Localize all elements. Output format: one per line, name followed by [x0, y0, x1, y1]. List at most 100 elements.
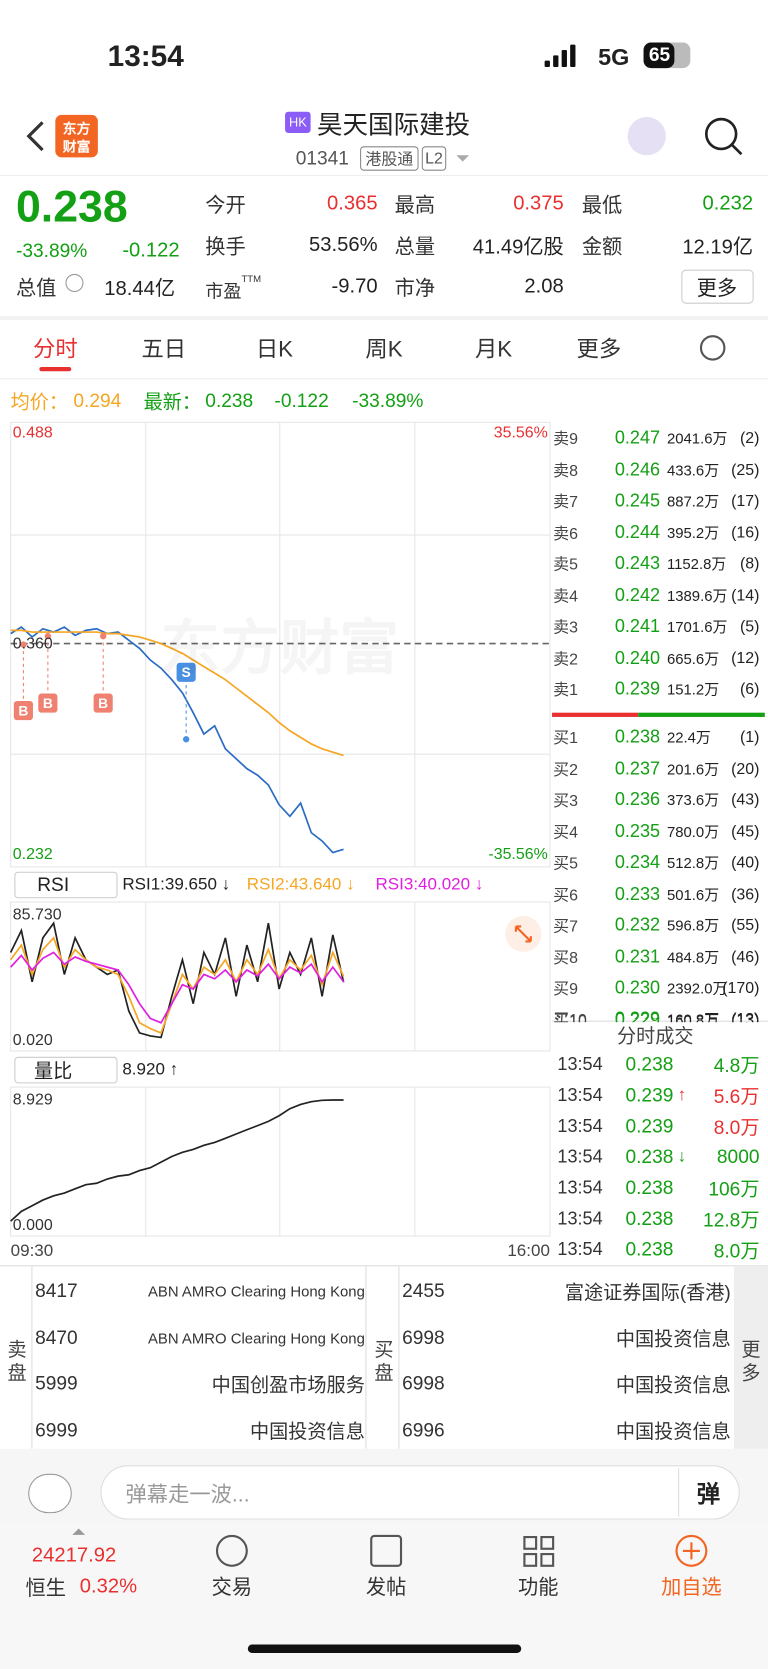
book-volume: 1152.8万	[666, 555, 727, 573]
broker-code: 5999	[35, 1372, 78, 1394]
book-level: 买7	[553, 917, 578, 936]
book-price: 0.238	[614, 726, 661, 747]
last-price: 0.238	[15, 180, 128, 231]
trade-time: 13:54	[557, 1208, 603, 1229]
field-label: 金额	[581, 236, 623, 260]
trade-arrow: ↓	[677, 1147, 687, 1166]
indicator-readout: 8.920 ↑	[122, 1060, 179, 1079]
function-icon[interactable]	[523, 1535, 555, 1567]
danmaku-icon[interactable]	[28, 1473, 72, 1514]
book-count: (40)	[731, 853, 760, 872]
index-value: 24217.92	[31, 1544, 117, 1567]
tab-item[interactable]: 发帖	[365, 1576, 407, 1600]
index-change: 0.32%	[79, 1575, 138, 1598]
tick-label: 8.929	[12, 1090, 53, 1109]
field-label: 今开	[205, 195, 246, 218]
trade-time: 13:54	[557, 1239, 603, 1260]
book-level: 买8	[553, 948, 578, 967]
indicator-select[interactable]	[14, 871, 118, 899]
data-line	[9, 936, 345, 1035]
avatar[interactable]	[627, 117, 666, 156]
annotation-box	[13, 700, 33, 721]
broker-name: 中国投资信息	[249, 1421, 365, 1443]
field-value: 0.232	[702, 192, 754, 215]
trade-volume: 8.0万	[713, 1240, 760, 1262]
post-icon[interactable]	[370, 1534, 403, 1567]
annotation: B	[42, 695, 53, 712]
annotation-dot	[20, 641, 27, 648]
trade-volume: 8.0万	[713, 1116, 760, 1139]
indicator-readout: RSI2:43.640 ↓	[246, 875, 355, 894]
book-volume: 373.6万	[666, 791, 720, 809]
indicator-select[interactable]	[14, 1056, 118, 1084]
back-icon[interactable]	[26, 121, 44, 152]
trade-icon[interactable]	[215, 1534, 248, 1567]
book-level: 买2	[553, 760, 578, 779]
book-level: 卖9	[553, 430, 578, 449]
settings-icon[interactable]	[699, 335, 726, 361]
add-icon[interactable]	[675, 1534, 708, 1567]
legend-value: 0.294	[73, 389, 122, 412]
signal-icon	[544, 44, 576, 68]
tab[interactable]: 月K	[474, 337, 513, 362]
book-count: (6)	[739, 680, 760, 699]
book-price: 0.233	[614, 883, 661, 904]
indicator-select[interactable]: RSI	[37, 873, 70, 896]
expand-index[interactable]	[72, 1528, 86, 1535]
book-price: 0.243	[614, 553, 661, 574]
index-name: 恒生	[25, 1578, 66, 1601]
tab[interactable]: 分时	[32, 337, 78, 362]
annotation-dot	[44, 632, 52, 640]
comment-placeholder[interactable]: 弹幕走一波...	[125, 1483, 250, 1507]
data-line	[9, 921, 345, 1039]
more-button[interactable]	[681, 269, 754, 304]
info-icon[interactable]	[65, 273, 84, 292]
book-count: (45)	[731, 822, 760, 841]
tab-item[interactable]: 功能	[518, 1576, 559, 1600]
stock-name: 昊天国际建投	[316, 111, 471, 140]
add-icon	[682, 1542, 700, 1560]
tab[interactable]: 更多	[576, 337, 622, 362]
tab-item[interactable]: 加自选	[661, 1576, 722, 1600]
indicator-select[interactable]: 量比	[34, 1060, 73, 1082]
book-volume: 665.6万	[666, 649, 720, 667]
tab[interactable]: 五日	[141, 337, 187, 362]
trades-title[interactable]: 分时成交	[616, 1025, 694, 1047]
field-value: 53.56%	[309, 234, 378, 257]
comment-input[interactable]	[100, 1465, 740, 1520]
book-volume: 22.4万	[666, 728, 711, 746]
broker-code: 6998	[402, 1326, 445, 1349]
field-label: 最低	[581, 195, 623, 218]
book-price: 0.232	[614, 914, 661, 936]
book-volume: 1389.6万	[666, 586, 728, 604]
dropdown-icon[interactable]	[456, 155, 470, 162]
tab[interactable]: 周K	[365, 337, 403, 362]
book-price: 0.236	[614, 789, 661, 810]
legend-value: -33.89%	[352, 389, 424, 412]
broker-name: 中国投资信息	[615, 1374, 731, 1396]
broker-name: ABN AMRO Clearing Hong Kong	[147, 1282, 365, 1300]
field-label: 换手	[205, 236, 246, 260]
book-count: (20)	[731, 759, 760, 778]
danmaku-button[interactable]: 弹	[696, 1480, 721, 1508]
book-price: 0.246	[614, 458, 661, 480]
broker-name: ABN AMRO Clearing Hong Kong	[147, 1329, 365, 1347]
more-button[interactable]: 更多	[696, 278, 738, 301]
book-count: (17)	[731, 491, 760, 511]
field-label: 市净	[394, 278, 436, 301]
tab-underline	[39, 366, 72, 372]
book-level: 卖6	[553, 524, 578, 543]
book-level: 卖5	[553, 555, 578, 574]
broker-code: 8470	[35, 1326, 78, 1349]
data-line	[10, 625, 344, 854]
book-level: 买1	[553, 729, 578, 748]
search-icon[interactable]	[704, 117, 738, 151]
tick-label: 0.232	[12, 845, 53, 864]
annotation-dot	[182, 736, 190, 743]
trade-time: 13:54	[557, 1054, 603, 1075]
tab-item[interactable]: 交易	[211, 1576, 253, 1600]
tab[interactable]: 日K	[255, 337, 294, 362]
more-column[interactable]	[733, 1265, 768, 1449]
